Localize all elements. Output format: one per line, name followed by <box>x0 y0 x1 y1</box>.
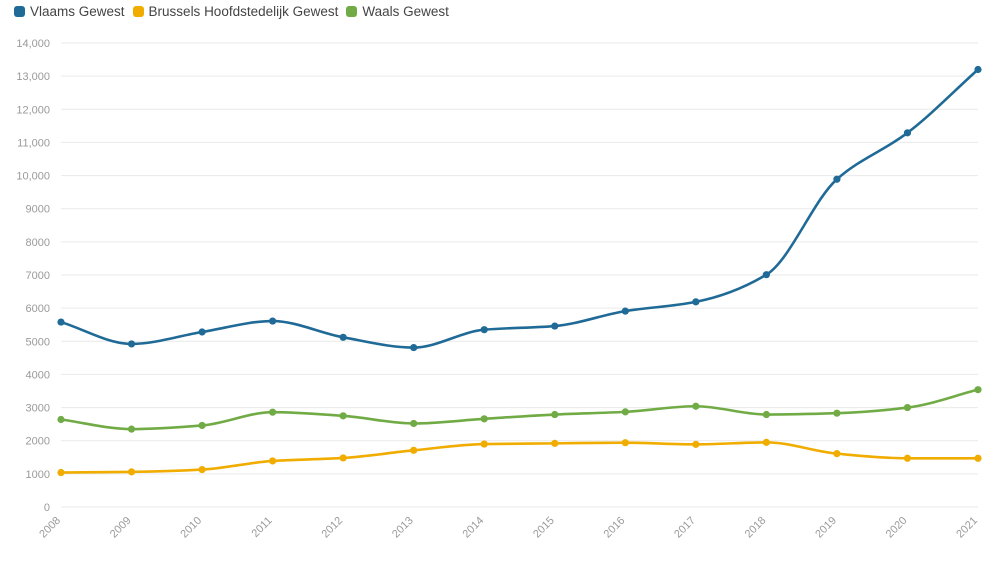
legend-item-brussels-hoofdstedelijk-gewest[interactable]: Brussels Hoofdstedelijk Gewest <box>132 4 339 19</box>
data-point-brussels-hoofdstedelijk-gewest[interactable] <box>692 440 700 448</box>
data-point-waals-gewest[interactable] <box>762 410 770 419</box>
legend-item-vlaams-gewest[interactable]: Vlaams Gewest <box>14 4 125 19</box>
data-point-brussels-hoofdstedelijk-gewest[interactable] <box>57 468 65 477</box>
y-tick-label: 2000 <box>26 436 50 448</box>
data-point-vlaams-gewest[interactable] <box>621 307 629 315</box>
legend-label-vlaams-gewest: Vlaams Gewest <box>30 4 125 19</box>
data-point-waals-gewest[interactable] <box>198 421 206 430</box>
x-tick-label: 2017 <box>672 515 698 541</box>
data-point-waals-gewest[interactable] <box>833 409 841 417</box>
legend-swatch-vlaams-gewest <box>14 6 25 17</box>
x-tick-label: 2011 <box>250 515 275 540</box>
data-point-waals-gewest[interactable] <box>410 419 418 428</box>
data-point-vlaams-gewest[interactable] <box>692 298 700 306</box>
data-point-waals-gewest[interactable] <box>903 403 912 412</box>
y-tick-label: 0 <box>44 502 50 514</box>
y-tick-label: 7000 <box>26 270 50 282</box>
data-point-vlaams-gewest[interactable] <box>410 343 418 352</box>
data-point-waals-gewest[interactable] <box>57 415 65 424</box>
x-tick-label: 2012 <box>319 515 345 541</box>
legend-label-brussels-hoofdstedelijk-gewest: Brussels Hoofdstedelijk Gewest <box>148 4 339 19</box>
y-tick-label: 11,000 <box>17 137 50 149</box>
data-point-brussels-hoofdstedelijk-gewest[interactable] <box>974 454 982 462</box>
data-point-brussels-hoofdstedelijk-gewest[interactable] <box>833 450 841 458</box>
x-tick-label: 2019 <box>813 515 839 541</box>
y-tick-label: 3000 <box>26 403 50 415</box>
data-point-brussels-hoofdstedelijk-gewest[interactable] <box>269 457 277 465</box>
x-tick-label: 2015 <box>531 515 557 541</box>
x-tick-label: 2009 <box>108 515 134 541</box>
data-point-vlaams-gewest[interactable] <box>903 129 912 137</box>
legend-swatch-brussels-hoofdstedelijk-gewest <box>132 6 144 17</box>
x-tick-label: 2016 <box>602 515 628 541</box>
data-point-waals-gewest[interactable] <box>127 425 136 433</box>
x-tick-label: 2008 <box>37 515 63 541</box>
data-point-waals-gewest[interactable] <box>621 408 629 416</box>
data-point-waals-gewest[interactable] <box>692 402 700 410</box>
data-point-waals-gewest[interactable] <box>269 408 277 416</box>
y-tick-label: 1000 <box>26 469 50 481</box>
data-point-waals-gewest[interactable] <box>974 386 982 394</box>
data-point-brussels-hoofdstedelijk-gewest[interactable] <box>127 468 136 476</box>
data-point-brussels-hoofdstedelijk-gewest[interactable] <box>551 439 559 447</box>
y-tick-label: 8000 <box>26 237 50 249</box>
data-point-brussels-hoofdstedelijk-gewest[interactable] <box>198 465 206 474</box>
data-point-vlaams-gewest[interactable] <box>480 326 488 334</box>
data-point-brussels-hoofdstedelijk-gewest[interactable] <box>339 454 347 462</box>
y-tick-label: 14,000 <box>16 38 50 50</box>
data-point-vlaams-gewest[interactable] <box>198 328 206 336</box>
x-tick-label: 2010 <box>178 515 204 541</box>
x-tick-label: 2018 <box>743 515 769 541</box>
y-tick-label: 12,000 <box>16 104 50 116</box>
data-point-brussels-hoofdstedelijk-gewest[interactable] <box>762 438 770 446</box>
data-point-vlaams-gewest[interactable] <box>551 322 559 330</box>
y-tick-label: 9000 <box>26 204 50 216</box>
data-point-vlaams-gewest[interactable] <box>269 317 277 325</box>
series-line-brussels-hoofdstedelijk-gewest <box>59 441 980 474</box>
x-tick-label: 2013 <box>390 515 416 541</box>
data-point-vlaams-gewest[interactable] <box>127 340 136 348</box>
legend-swatch-waals-gewest <box>346 6 358 17</box>
y-tick-label: 4000 <box>26 369 50 381</box>
x-tick-label: 2014 <box>461 515 487 541</box>
data-point-waals-gewest[interactable] <box>480 415 488 423</box>
y-tick-label: 13,000 <box>16 71 50 83</box>
data-point-waals-gewest[interactable] <box>339 412 347 420</box>
data-point-brussels-hoofdstedelijk-gewest[interactable] <box>480 440 488 448</box>
data-point-brussels-hoofdstedelijk-gewest[interactable] <box>903 454 912 462</box>
data-point-vlaams-gewest[interactable] <box>339 333 347 341</box>
data-point-waals-gewest[interactable] <box>551 410 559 419</box>
data-point-vlaams-gewest[interactable] <box>833 175 841 183</box>
y-tick-label: 6000 <box>26 303 50 315</box>
data-point-brussels-hoofdstedelijk-gewest[interactable] <box>410 446 418 454</box>
y-tick-label: 5000 <box>26 336 50 348</box>
data-point-vlaams-gewest[interactable] <box>57 318 65 326</box>
data-point-vlaams-gewest[interactable] <box>974 65 982 74</box>
y-tick-label: 10,000 <box>16 171 50 183</box>
data-point-brussels-hoofdstedelijk-gewest[interactable] <box>621 439 629 447</box>
x-tick-label: 2021 <box>954 515 980 541</box>
legend: Vlaams Gewest Brussels Hoofdstedelijk Ge… <box>14 4 451 19</box>
series-line-waals-gewest <box>59 388 980 431</box>
x-tick-label: 2020 <box>884 515 910 541</box>
data-point-vlaams-gewest[interactable] <box>762 271 770 279</box>
legend-label-waals-gewest: Waals Gewest <box>362 4 449 19</box>
legend-item-waals-gewest[interactable]: Waals Gewest <box>346 4 449 19</box>
